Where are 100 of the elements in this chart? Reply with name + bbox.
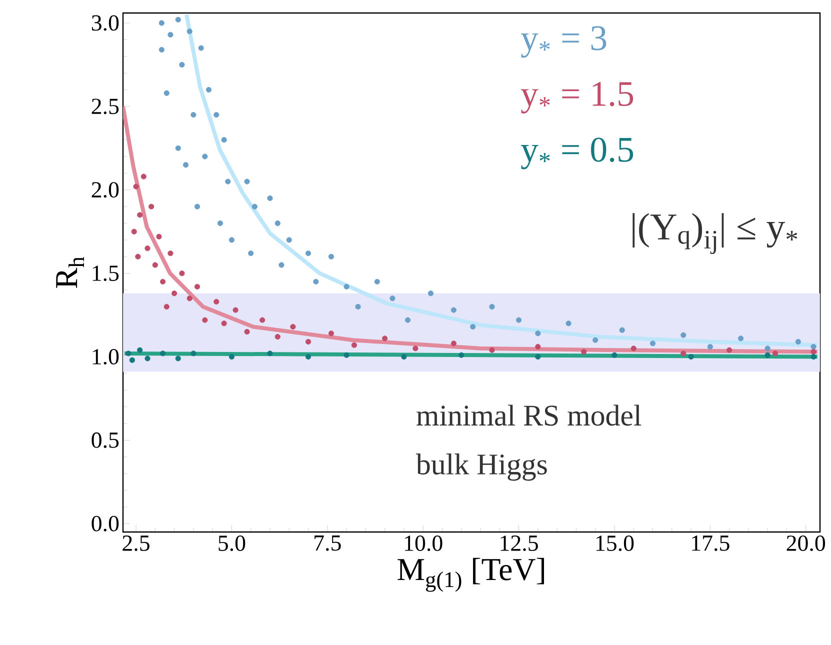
point [221,320,227,326]
point [244,178,250,184]
point [135,254,141,260]
point [202,154,208,160]
point [228,354,235,360]
point [489,347,495,353]
point [382,336,388,342]
point [232,307,238,313]
point [194,204,200,210]
point [190,112,196,118]
point [680,350,686,356]
point [248,250,254,256]
point [274,334,280,340]
point [267,350,273,356]
point [164,304,170,310]
point [535,330,541,336]
x-tick-label: 7.5 [314,536,341,551]
y-tick-label: 1.0 [92,348,119,365]
point [179,62,185,68]
point [390,296,396,302]
annotation: bulk Higgs [416,454,547,481]
point [126,350,132,356]
point [202,317,208,323]
point [198,45,204,51]
y-tick-label: 3.0 [92,15,119,31]
x-tick-label: 12.5 [500,536,538,552]
point [516,317,522,323]
point [244,328,250,335]
x-axis-title: M$_{g(1)}$ [TeV] [398,558,544,592]
point [650,340,656,346]
point [535,354,541,360]
point [458,352,464,358]
point [566,320,572,326]
point [612,352,618,358]
point [179,270,185,276]
point [344,284,350,290]
point [131,228,137,234]
point [175,16,181,22]
point [152,262,158,268]
point [810,348,816,355]
text: y$_{*}$ = 1.5 [520,82,634,114]
point [450,340,457,346]
point [592,337,598,343]
point [290,324,296,330]
point [133,184,139,190]
point [764,352,770,358]
point [810,354,816,360]
text: y$_{*}$ = 0.5 [520,138,634,170]
point [160,278,166,284]
point [214,298,220,304]
point [412,346,418,352]
point [186,296,192,302]
point [156,234,162,240]
point [168,250,174,256]
text: y$_{*}$ = 3 [520,26,606,58]
point [148,204,154,210]
y-axis-title: R$_{h}$ [56,256,84,288]
point [772,350,778,356]
annotation: minimal RS model [416,404,642,426]
point [810,344,816,350]
point [630,346,636,352]
y-tick-label: 0.5 [92,432,119,448]
x-tick-label: 2.5 [122,536,150,552]
point [351,342,357,348]
point [206,86,212,93]
point [158,46,164,53]
point [228,237,235,243]
point [344,352,350,358]
x-tick-label: 10.0 [405,536,442,552]
point [428,290,434,296]
y-tick-label: 0.0 [92,516,119,532]
x-tick-label: 5.0 [218,536,246,552]
point [305,338,312,345]
point [355,304,361,310]
point [137,347,143,353]
point [581,348,587,355]
point [129,357,135,363]
y-tick-label: 2.0 [92,182,119,198]
point [401,354,407,360]
point [168,32,174,38]
point [738,336,744,342]
point [221,137,227,143]
point [140,174,146,180]
point [305,354,312,360]
x-tick-label: 15.0 [596,536,634,552]
point [175,145,181,151]
x-tick-label: 17.5 [692,536,730,551]
y-tick-label: 2.5 [92,98,119,114]
point [680,332,686,338]
point [795,338,801,345]
point [194,284,200,290]
annotation: |(Y$_{q}$)$_{ij}$| ≤ y$_{*}$ [632,213,798,254]
point [688,354,694,360]
point [225,178,231,184]
point [404,317,411,323]
point [175,356,181,362]
point [535,344,541,350]
point [186,28,192,34]
point [267,195,273,202]
point [260,317,266,323]
